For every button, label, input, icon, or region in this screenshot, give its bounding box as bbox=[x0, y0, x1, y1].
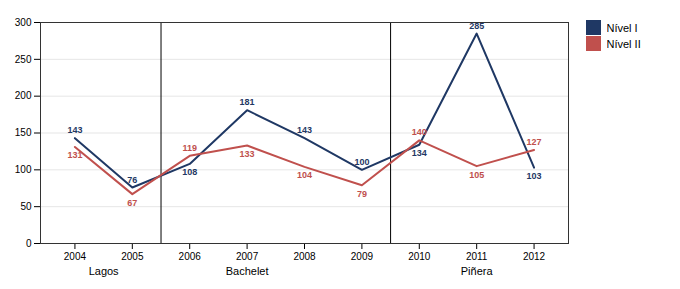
svg-text:150: 150 bbox=[15, 127, 32, 138]
html-text:Nível II: Nível II bbox=[606, 37, 641, 50]
svg-text:2009: 2009 bbox=[351, 251, 374, 262]
svg-text:2007: 2007 bbox=[236, 251, 259, 262]
svg-text:2010: 2010 bbox=[408, 251, 431, 262]
svg-text:143: 143 bbox=[67, 125, 82, 135]
svg-text:Piñera: Piñera bbox=[461, 265, 494, 277]
svg-text:200: 200 bbox=[15, 90, 32, 101]
svg-text:50: 50 bbox=[20, 201, 32, 212]
svg-text:105: 105 bbox=[469, 170, 484, 180]
svg-text:133: 133 bbox=[240, 149, 255, 159]
svg-text:103: 103 bbox=[527, 171, 542, 181]
svg-text:100: 100 bbox=[15, 164, 32, 175]
svg-text:127: 127 bbox=[527, 137, 542, 147]
svg-text:108: 108 bbox=[182, 167, 197, 177]
svg-text:143: 143 bbox=[297, 125, 312, 135]
svg-text:76: 76 bbox=[127, 175, 137, 185]
svg-text:2011: 2011 bbox=[466, 251, 488, 262]
svg-text:67: 67 bbox=[127, 198, 137, 208]
svg-text:250: 250 bbox=[15, 54, 32, 65]
svg-text:2012: 2012 bbox=[523, 251, 546, 262]
svg-text:100: 100 bbox=[354, 157, 369, 167]
svg-text:2005: 2005 bbox=[121, 251, 144, 262]
svg-text:2006: 2006 bbox=[179, 251, 202, 262]
svg-text:285: 285 bbox=[469, 21, 484, 31]
svg-text:104: 104 bbox=[297, 170, 312, 180]
svg-text:181: 181 bbox=[240, 97, 255, 107]
svg-text:Lagos: Lagos bbox=[89, 265, 119, 277]
svg-text:2008: 2008 bbox=[293, 251, 316, 262]
svg-text:300: 300 bbox=[15, 17, 32, 28]
svg-text:79: 79 bbox=[357, 189, 367, 199]
svg-text:0: 0 bbox=[26, 238, 32, 249]
svg-text:2004: 2004 bbox=[64, 251, 87, 262]
svg-text:Bachelet: Bachelet bbox=[226, 265, 269, 277]
svg-text:131: 131 bbox=[67, 150, 82, 160]
svg-text:140: 140 bbox=[412, 127, 427, 137]
html-text:Nível I: Nível I bbox=[606, 21, 638, 34]
svg-text:134: 134 bbox=[412, 148, 427, 158]
svg-text:119: 119 bbox=[182, 143, 197, 153]
